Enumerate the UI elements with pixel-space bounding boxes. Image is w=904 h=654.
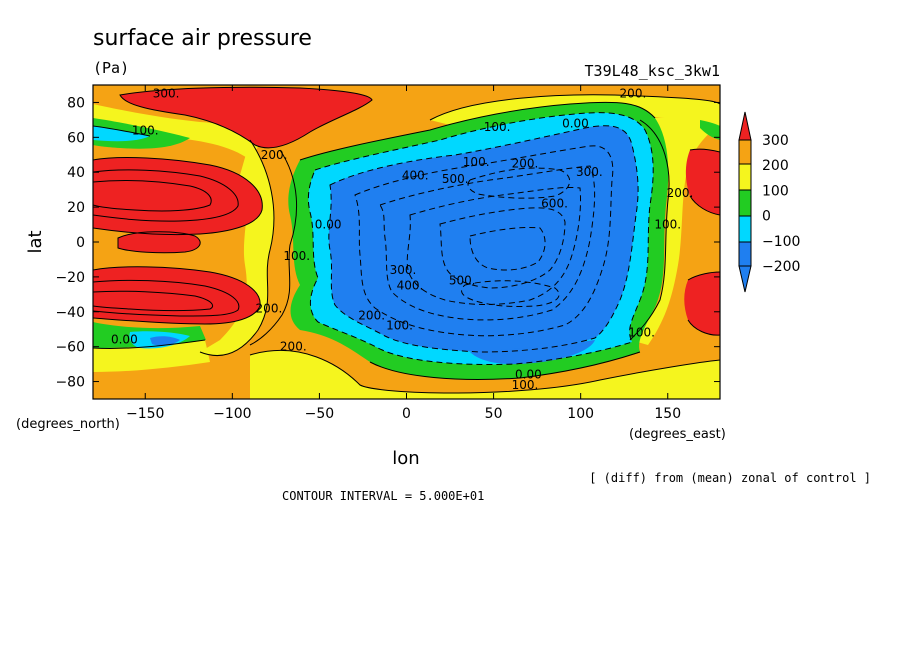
contour-label: 200.	[261, 148, 288, 162]
red-region-east-north	[685, 149, 720, 215]
contour-interval: CONTOUR INTERVAL = 5.000E+01	[282, 489, 484, 503]
contour-lines-negative	[307, 112, 654, 365]
colorbar-segment-0-100	[738, 189, 752, 217]
red-region-equatorial	[118, 231, 201, 253]
yellow-band-south	[250, 350, 720, 399]
heatmap-field	[93, 85, 720, 399]
colorbar-label: −200	[762, 259, 800, 275]
x-tick-label: 50	[485, 406, 503, 422]
colorbar-label: 300	[762, 133, 789, 149]
y-unit-label: (degrees_north)	[16, 417, 120, 432]
x-tick-label: −150	[126, 406, 164, 422]
y-tick-label: −80	[55, 375, 85, 391]
y-tick-label: 40	[67, 165, 85, 181]
blue-patch-south	[470, 340, 595, 365]
contour-label: 200.	[620, 87, 647, 101]
contour-label: 200.	[358, 308, 385, 322]
yellow-band-southwest	[93, 340, 210, 372]
colorbar-bottom-arrow	[738, 265, 752, 293]
colorbar-segment-neg100-0	[738, 215, 752, 243]
x-tick-label: 150	[654, 406, 681, 422]
y-tick-label: 80	[67, 95, 85, 111]
contour-label: 200.	[667, 186, 694, 200]
x-tick-label: 100	[567, 406, 594, 422]
contour-label: 100.	[654, 218, 681, 232]
y-tick-label: −60	[55, 340, 85, 356]
contour-label: 300.	[390, 263, 417, 277]
blue-patch-southwest	[150, 336, 180, 346]
colorbar-labels: −200 −100 0 100 200 300	[762, 133, 800, 275]
contour-label: 100.	[463, 155, 490, 169]
contour-label: 0.00	[515, 368, 542, 382]
y-tick-label: −20	[55, 270, 85, 286]
x-unit-label: (degrees_east)	[629, 427, 726, 442]
contour-label: 0.00	[315, 218, 342, 232]
cyan-band-northwest	[93, 126, 150, 142]
run-id-label: T39L48_ksc_3kw1	[585, 62, 720, 80]
contour-label: 200.	[280, 340, 307, 354]
yellow-band-northwest	[93, 104, 262, 160]
colorbar-segment-200-300	[738, 139, 752, 165]
x-tick-label: 0	[402, 406, 411, 422]
contour-label: 300.	[153, 87, 180, 101]
contour-label: 600.	[541, 197, 568, 211]
contour-label: 400.	[402, 169, 429, 183]
green-band-northeast	[700, 120, 720, 140]
red-region-west-north	[93, 157, 263, 235]
y-tick-label: 60	[67, 130, 85, 146]
units-label: (Pa)	[93, 59, 129, 77]
y-axis-label: lat	[25, 230, 46, 253]
x-tick-label: −50	[305, 406, 335, 422]
x-axis-label: lon	[392, 448, 419, 469]
colorbar-segment-100-200	[738, 163, 752, 191]
colorbar-label: 200	[762, 158, 789, 174]
contour-label: 100.	[386, 319, 413, 333]
y-tick-label: 20	[67, 200, 85, 216]
contour-label: 100.	[628, 326, 655, 340]
chart-title: surface air pressure	[93, 26, 312, 51]
x-axis-ticks: −150 −100 −50 0 50 100 150	[126, 85, 681, 422]
colorbar-segment-neg200-neg100	[738, 241, 752, 267]
contour-label: 300.	[576, 165, 603, 179]
contour-lines-positive	[93, 86, 720, 394]
contour-label: 500.	[442, 172, 469, 186]
blue-deep-negative	[328, 125, 639, 352]
colorbar-top-arrow	[738, 111, 752, 141]
red-region-east-south	[684, 272, 720, 336]
colorbar-label: 0	[762, 209, 771, 225]
contour-label: 100.	[132, 123, 159, 137]
colorbar	[738, 111, 752, 293]
contour-label: 0.00	[562, 116, 589, 130]
contour-label: 0.00	[111, 333, 138, 347]
y-tick-label: −40	[55, 305, 85, 321]
y-tick-label: 0	[76, 235, 85, 251]
contour-label: 500.	[449, 273, 476, 287]
contour-label: 400.	[397, 279, 424, 293]
contour-label: 100.	[283, 249, 310, 263]
contour-label: 200.	[512, 157, 539, 171]
note-right: [ (diff) from (mean) zonal of control ]	[589, 471, 871, 485]
y-axis-ticks: −80 −60 −40 −20 0 20 40 60 80	[55, 95, 720, 391]
contour-label: 200.	[256, 301, 283, 315]
x-tick-label: −100	[213, 406, 251, 422]
contour-label: 100.	[512, 378, 539, 392]
contour-label: 100.	[484, 120, 511, 134]
colorbar-label: 100	[762, 183, 789, 199]
colorbar-label: −100	[762, 234, 800, 250]
yellow-band-east	[630, 116, 720, 345]
